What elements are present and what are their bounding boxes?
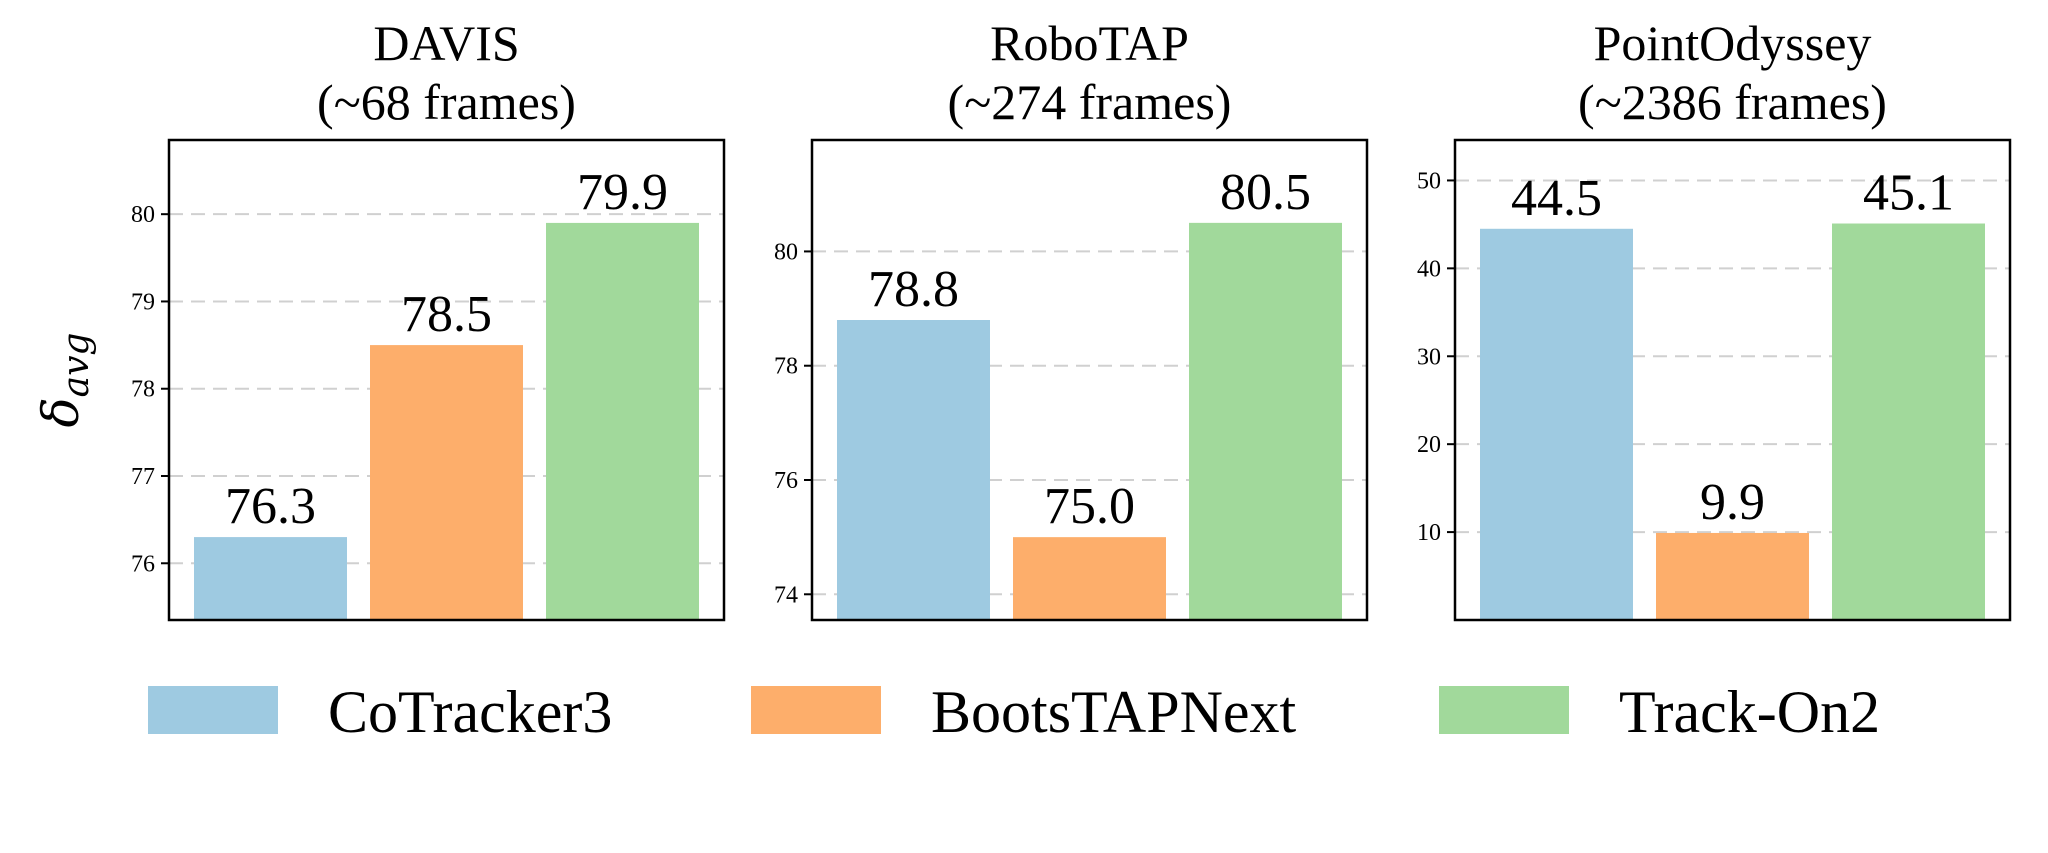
plot-frame [810,138,1369,622]
legend-swatch-bootstapnext [751,686,881,734]
legend-label: BootsTAPNext [931,679,1297,745]
legend-swatch-track-on2 [1439,686,1569,734]
legend: CoTracker3 BootsTAPNext Track-On2 [148,679,1880,745]
y-axis-label: δavg [32,333,97,428]
chart-subtitle: (~274 frames) [948,74,1232,130]
bar-cotracker3 [194,537,347,620]
chart-title: RoboTAP [990,15,1189,71]
chart-title: DAVIS [373,15,519,71]
bar-track-on2 [1832,223,1985,620]
chart-panel-1: DAVIS(~68 frames) 76 77 78 79 80 76.3 78.5 79.9 δ… [32,15,726,622]
chart-title: PointOdyssey [1594,15,1872,71]
data-label: 80.5 [1220,164,1311,221]
y-tick-label: 78 [131,377,155,403]
plot-frame [167,138,726,622]
y-tick-label: 76 [774,468,798,494]
data-label: 45.1 [1863,165,1954,222]
bar-cotracker3 [837,320,990,620]
chart-subtitle: (~2386 frames) [1578,74,1887,130]
data-label: 79.9 [577,164,668,221]
y-tick-label: 80 [131,202,155,228]
bar-bootstapnext [1656,532,1809,620]
bar-bootstapnext [370,345,523,620]
data-label: 76.3 [225,478,316,535]
legend-swatch-cotracker3 [148,686,278,734]
y-tick-label: 20 [1417,432,1441,458]
y-tick-label: 79 [131,289,155,315]
data-label: 9.9 [1700,474,1765,531]
bar-bootstapnext [1013,537,1166,620]
data-label: 78.8 [868,261,959,318]
y-tick-label: 78 [774,354,798,380]
y-tick-label: 77 [131,464,155,490]
chart-panel-3: PointOdyssey(~2386 frames) 10 20 30 40 50 44.5… [1417,15,2012,622]
chart-subtitle: (~68 frames) [317,74,576,130]
chart-panel-2: RoboTAP(~274 frames) 74 76 78 80 78.8 75.0 80.5 [774,15,1369,622]
y-tick-label: 10 [1417,520,1441,546]
plot-frame [1453,138,2012,622]
data-label: 78.5 [401,286,492,343]
legend-label: Track-On2 [1619,679,1880,745]
data-label: 75.0 [1044,478,1135,535]
y-tick-label: 30 [1417,344,1441,370]
data-label: 44.5 [1511,170,1602,227]
bar-track-on2 [1189,222,1342,620]
y-tick-label: 74 [774,582,798,608]
bar-track-on2 [546,222,699,620]
y-tick-label: 50 [1417,168,1441,194]
y-tick-label: 80 [774,239,798,265]
y-tick-label: 76 [131,551,155,577]
bar-cotracker3 [1480,228,1633,621]
y-tick-label: 40 [1417,256,1441,282]
legend-label: CoTracker3 [328,679,612,745]
